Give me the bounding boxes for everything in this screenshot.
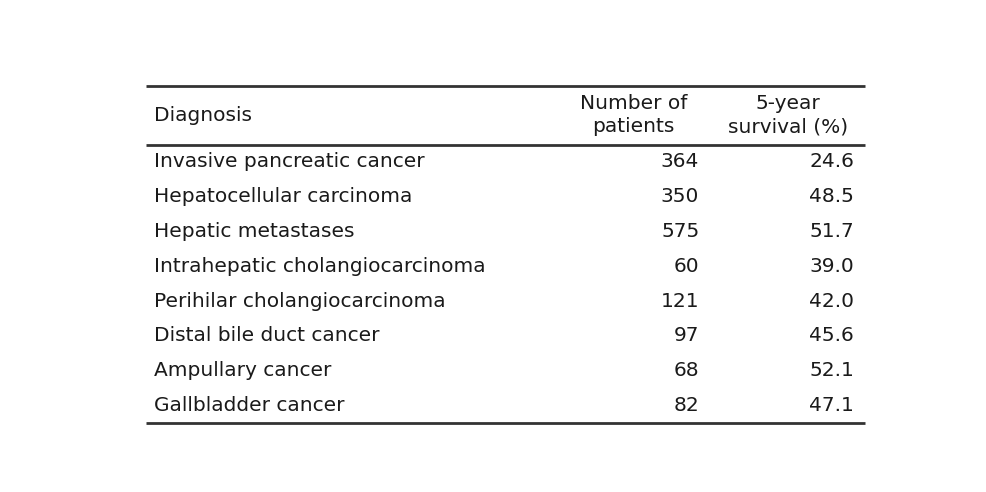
Text: Hepatic metastases: Hepatic metastases bbox=[154, 222, 354, 241]
Text: 60: 60 bbox=[673, 257, 698, 276]
Text: 68: 68 bbox=[673, 361, 698, 380]
Text: Number of
patients: Number of patients bbox=[579, 94, 686, 136]
Text: 51.7: 51.7 bbox=[809, 222, 853, 241]
Text: 97: 97 bbox=[673, 326, 698, 345]
Text: 24.6: 24.6 bbox=[809, 153, 853, 171]
Text: Perihilar cholangiocarcinoma: Perihilar cholangiocarcinoma bbox=[154, 292, 445, 310]
Text: 82: 82 bbox=[672, 396, 698, 415]
Text: 48.5: 48.5 bbox=[809, 187, 853, 206]
Text: 364: 364 bbox=[661, 153, 698, 171]
Text: 5-year
survival (%): 5-year survival (%) bbox=[728, 94, 847, 136]
Text: Intrahepatic cholangiocarcinoma: Intrahepatic cholangiocarcinoma bbox=[154, 257, 485, 276]
Text: 47.1: 47.1 bbox=[809, 396, 853, 415]
Text: 42.0: 42.0 bbox=[809, 292, 853, 310]
Text: Gallbladder cancer: Gallbladder cancer bbox=[154, 396, 344, 415]
Text: 121: 121 bbox=[660, 292, 698, 310]
Text: Ampullary cancer: Ampullary cancer bbox=[154, 361, 331, 380]
Text: 350: 350 bbox=[661, 187, 698, 206]
Text: 575: 575 bbox=[661, 222, 698, 241]
Text: Invasive pancreatic cancer: Invasive pancreatic cancer bbox=[154, 153, 424, 171]
Text: Hepatocellular carcinoma: Hepatocellular carcinoma bbox=[154, 187, 412, 206]
Text: Distal bile duct cancer: Distal bile duct cancer bbox=[154, 326, 379, 345]
Text: 45.6: 45.6 bbox=[809, 326, 853, 345]
Text: 39.0: 39.0 bbox=[809, 257, 853, 276]
Text: Diagnosis: Diagnosis bbox=[154, 106, 251, 124]
Text: 52.1: 52.1 bbox=[809, 361, 853, 380]
